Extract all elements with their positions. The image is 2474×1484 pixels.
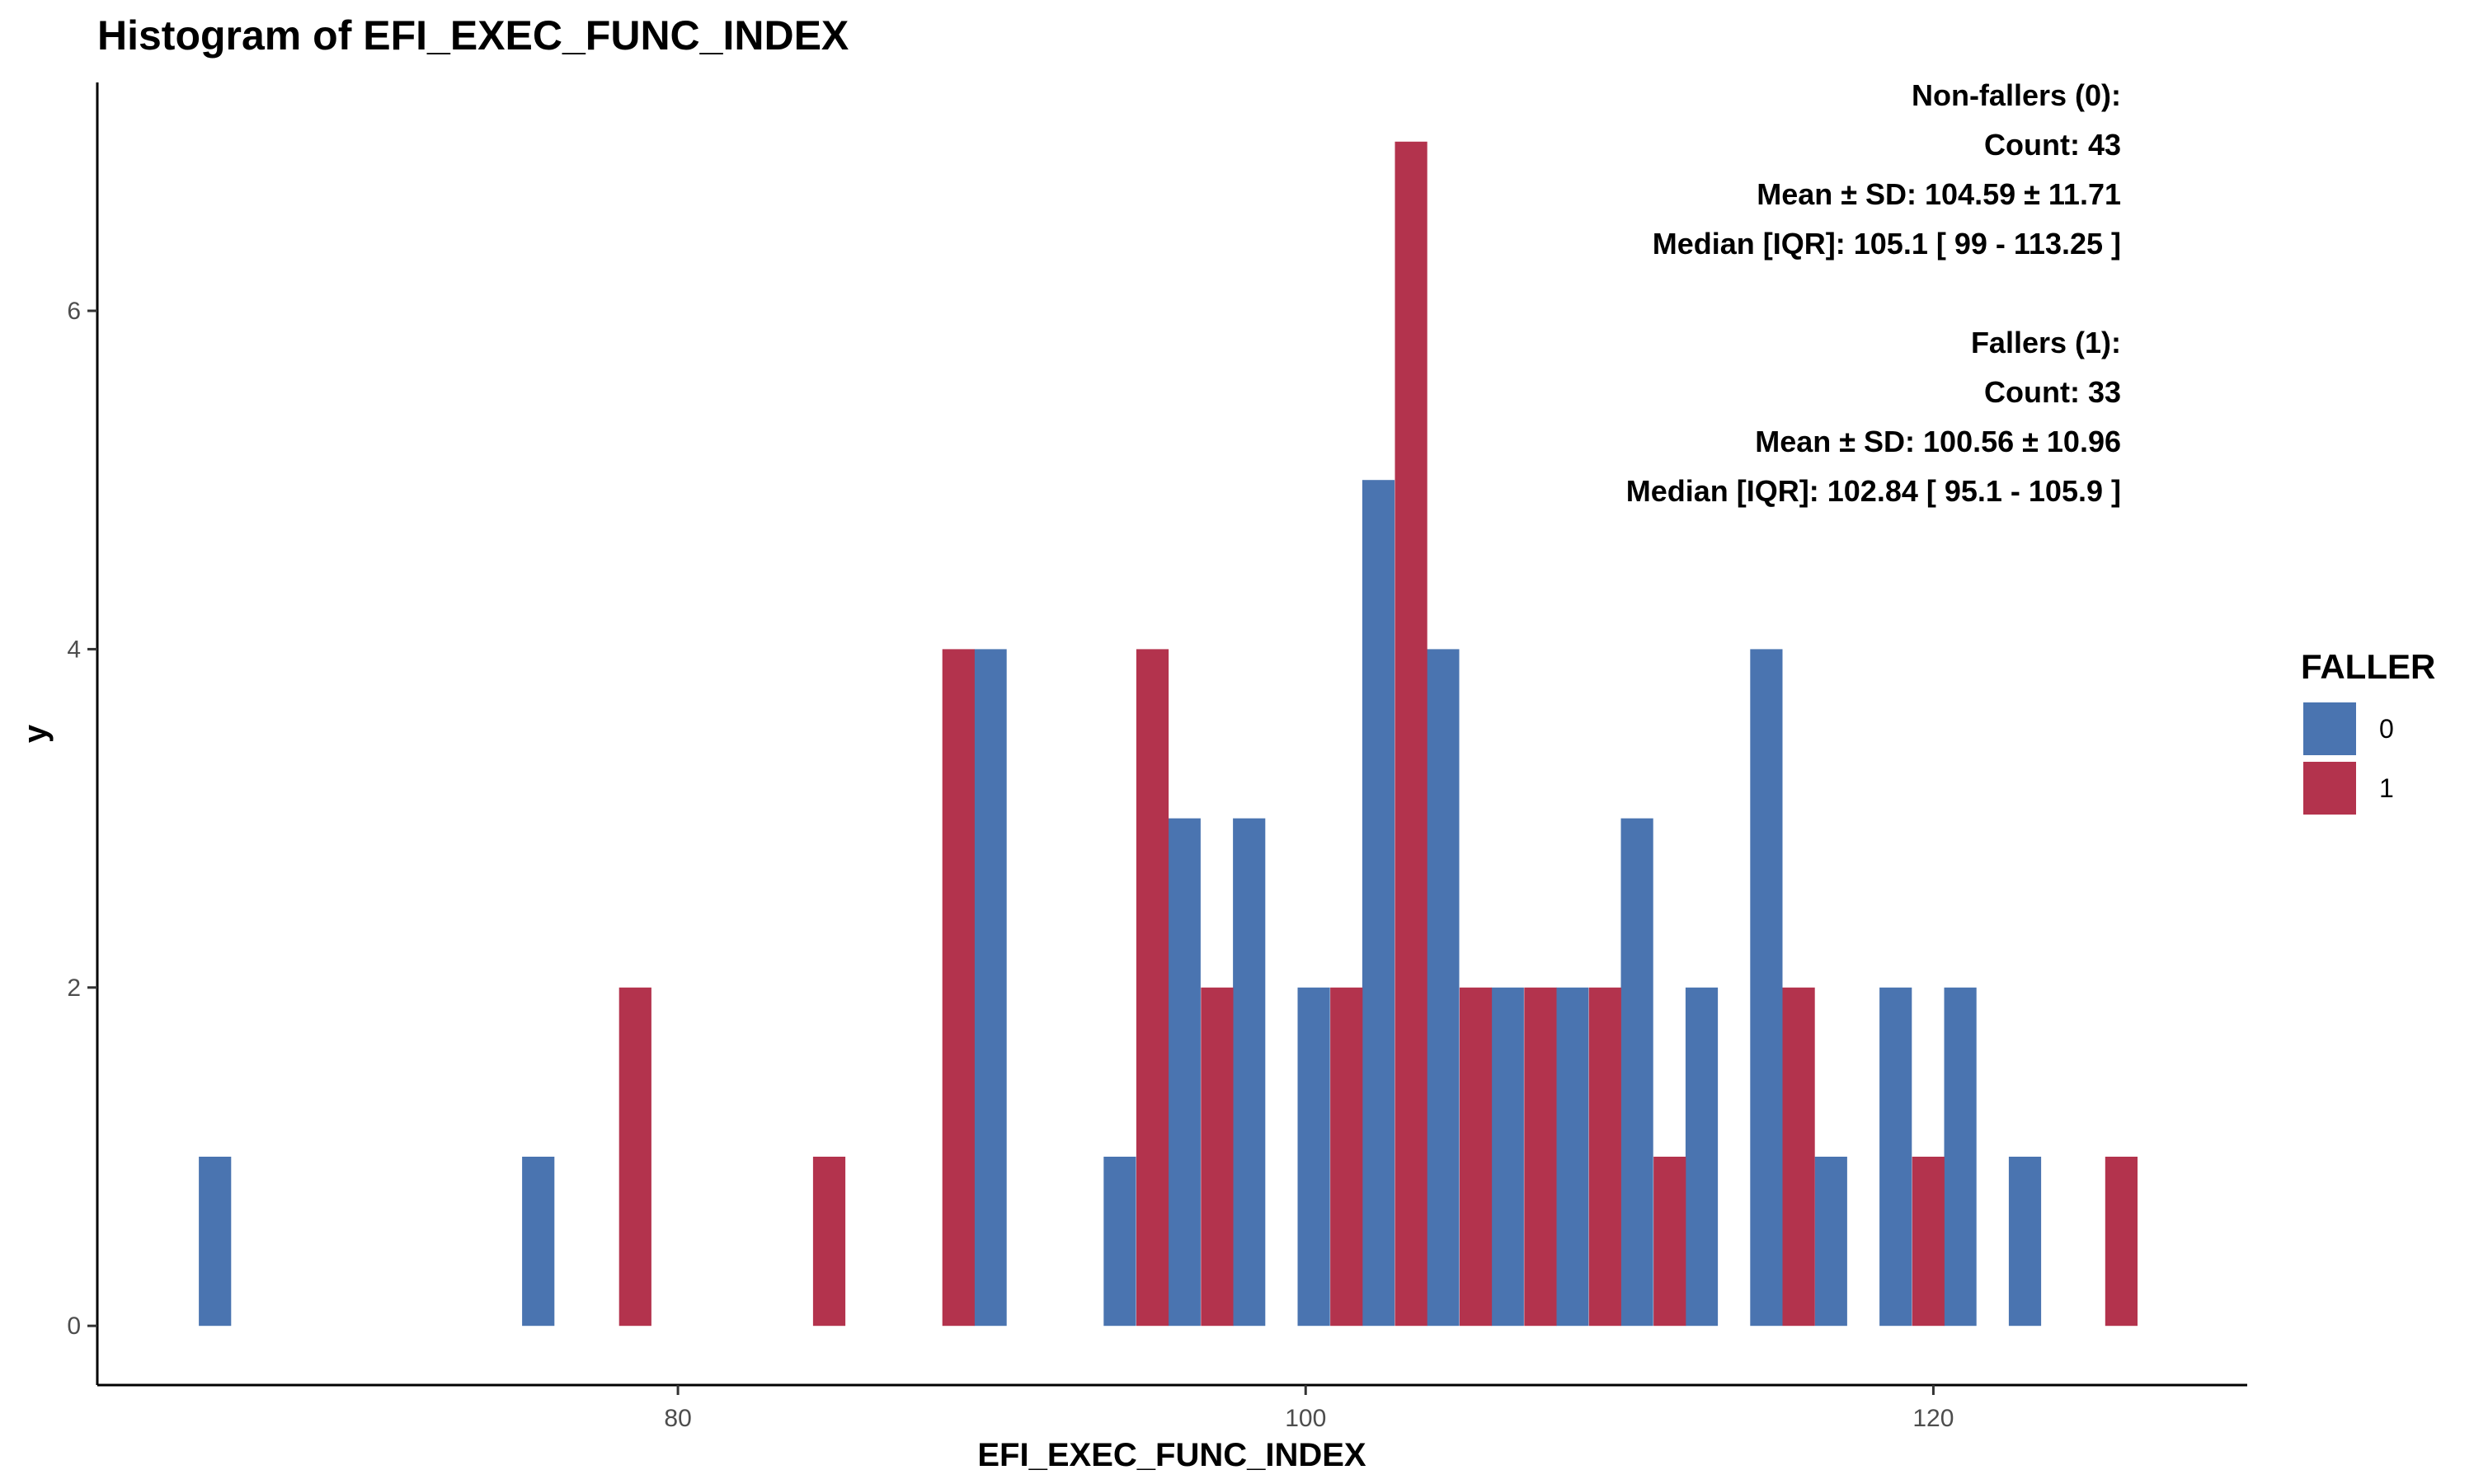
y-tick-label: 4 — [67, 636, 81, 663]
bar-faller-0-9 — [1491, 987, 1524, 1327]
bar-faller-0-8 — [1427, 649, 1460, 1327]
annotation-line-3: Median [IQR]: 105.1 [ 99 - 113.25 ] — [1653, 227, 2121, 261]
bar-faller-0-13 — [1750, 649, 1783, 1327]
bar-faller-1-9 — [1588, 987, 1621, 1327]
legend-swatch-1 — [2303, 762, 2356, 815]
bar-faller-1-6 — [1395, 141, 1427, 1327]
legend-title: FALLER — [2301, 647, 2435, 686]
annotation-line-1: Count: 43 — [1984, 128, 2121, 162]
annotation-line-6: Count: 33 — [1984, 375, 2121, 409]
legend-label-1: 1 — [2379, 773, 2394, 803]
annotation-line-2: Mean ± SD: 104.59 ± 11.71 — [1757, 177, 2121, 211]
summary-annotation: Non-fallers (0): Count: 43 Mean ± SD: 104.… — [1626, 78, 2121, 508]
bar-faller-1-2 — [942, 649, 975, 1327]
bar-faller-0-3 — [1103, 1157, 1136, 1327]
bar-faller-0-5 — [1233, 818, 1266, 1327]
bars-layer — [199, 141, 2138, 1327]
bar-faller-1-12 — [1912, 1157, 1945, 1327]
legend: FALLER 0 1 — [2301, 647, 2435, 815]
bar-faller-1-0 — [618, 987, 651, 1327]
chart-title: Histogram of EFI_EXEC_FUNC_INDEX — [97, 12, 849, 59]
bar-faller-0-0 — [199, 1157, 232, 1327]
bar-faller-0-7 — [1362, 480, 1395, 1327]
y-tick-label: 6 — [67, 298, 81, 325]
y-tick-label: 0 — [67, 1313, 81, 1340]
bar-faller-0-15 — [1879, 987, 1912, 1327]
bar-faller-0-14 — [1814, 1157, 1847, 1327]
bar-faller-0-1 — [522, 1157, 555, 1327]
annotation-line-0: Non-fallers (0): — [1912, 78, 2121, 112]
bar-faller-1-11 — [1782, 987, 1815, 1327]
y-ticks: 0 2 4 6 — [67, 298, 97, 1340]
bar-faller-0-11 — [1620, 818, 1653, 1327]
bar-faller-1-10 — [1653, 1157, 1686, 1327]
x-tick-label: 80 — [664, 1405, 691, 1432]
y-axis-title: y — [17, 724, 54, 743]
bar-faller-1-1 — [812, 1157, 846, 1327]
annotation-line-8: Median [IQR]: 102.84 [ 95.1 - 105.9 ] — [1626, 474, 2121, 508]
bar-faller-0-12 — [1685, 987, 1719, 1327]
bar-faller-1-5 — [1330, 987, 1363, 1327]
bar-faller-1-4 — [1201, 987, 1234, 1327]
bar-faller-0-17 — [2008, 1157, 2042, 1327]
bar-faller-0-4 — [1168, 818, 1201, 1327]
y-tick-label: 2 — [67, 974, 81, 1002]
bar-faller-1-7 — [1459, 987, 1493, 1327]
bar-faller-0-6 — [1297, 987, 1330, 1327]
legend-swatch-0 — [2303, 702, 2356, 755]
x-tick-label: 100 — [1285, 1405, 1326, 1432]
bar-faller-1-3 — [1136, 649, 1169, 1327]
annotation-line-5: Fallers (1): — [1971, 326, 2121, 359]
bar-faller-0-10 — [1556, 987, 1589, 1327]
x-ticks: 80 100 120 — [664, 1385, 1954, 1432]
legend-label-0: 0 — [2379, 714, 2394, 744]
annotation-line-7: Mean ± SD: 100.56 ± 10.96 — [1755, 425, 2121, 458]
bar-faller-0-16 — [1944, 987, 1977, 1327]
x-axis-title: EFI_EXEC_FUNC_INDEX — [977, 1437, 1366, 1473]
x-tick-label: 120 — [1912, 1405, 1954, 1432]
bar-faller-1-13 — [2105, 1157, 2138, 1327]
bar-faller-1-8 — [1524, 987, 1557, 1327]
bar-faller-0-2 — [974, 649, 1007, 1327]
